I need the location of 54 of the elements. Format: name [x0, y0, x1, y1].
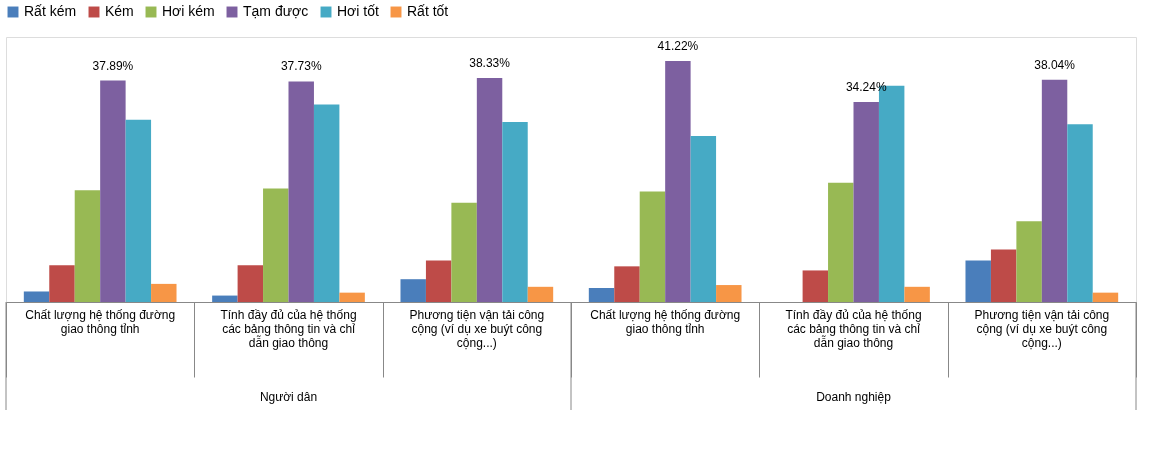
bar [476, 77, 503, 302]
legend-label: Hơi tốt [337, 3, 379, 19]
data-label: 38.04% [1034, 57, 1076, 72]
bar [425, 260, 452, 302]
text: Doanh nghiệp [816, 390, 892, 404]
bar [690, 136, 717, 302]
bar [1067, 124, 1093, 302]
bar [100, 80, 126, 302]
bar [23, 291, 50, 302]
bar [502, 121, 528, 302]
x-tick-label: Chất lượng hệ thống đường giao thông tỉnh [590, 308, 741, 336]
bar [527, 286, 554, 302]
bar [802, 270, 829, 302]
legend-label: Kém [105, 3, 134, 19]
bar [74, 190, 101, 302]
legend-label: Rất kém [24, 3, 77, 19]
bar [263, 188, 289, 302]
bar [451, 202, 477, 302]
bar [965, 260, 991, 302]
bar [288, 81, 314, 302]
bar [639, 191, 666, 302]
x-tick-label: Phương tiện vận tải công cộng (ví dụ xe buýt công cộng...) [409, 308, 545, 350]
data-label: 37.89% [92, 58, 134, 73]
bar [1016, 221, 1042, 302]
bar [339, 292, 365, 302]
bar [400, 279, 426, 302]
bar [828, 182, 854, 302]
data-label: 37.73% [280, 59, 322, 74]
legend-label: Hơi kém [162, 3, 215, 19]
bar [49, 265, 75, 302]
x-tick-label: Chất lượng hệ thống đường giao thông tỉnh [25, 308, 176, 336]
x-tick-label: Tính đầy đủ của hệ thống các bảng thông tin và chỉ dẫn giao thông [220, 308, 357, 350]
bar [588, 287, 615, 302]
data-label: 38.33% [469, 55, 511, 70]
bar [125, 119, 152, 302]
x-tick-label: Tính đầy đủ của hệ thống các bảng thông tin và chỉ dẫn giao thông [785, 308, 922, 350]
bar [904, 286, 930, 302]
x-tick-label: Phương tiện vận tải công cộng (ví dụ xe buýt công cộng...) [974, 308, 1110, 350]
bar [1041, 79, 1068, 302]
bar [237, 265, 264, 302]
text: Người dân [259, 390, 318, 404]
bar [665, 61, 691, 302]
bar [1092, 292, 1119, 302]
bar [716, 285, 742, 302]
bar [853, 101, 879, 302]
bar [614, 266, 640, 302]
bar [990, 249, 1017, 302]
legend-label: Tạm được [243, 3, 309, 19]
bar [212, 295, 238, 302]
data-label: 34.24% [845, 79, 887, 94]
bar [313, 104, 340, 302]
bar [151, 283, 177, 302]
data-label: 41.22% [657, 39, 699, 54]
legend-label: Rất tốt [407, 3, 449, 19]
